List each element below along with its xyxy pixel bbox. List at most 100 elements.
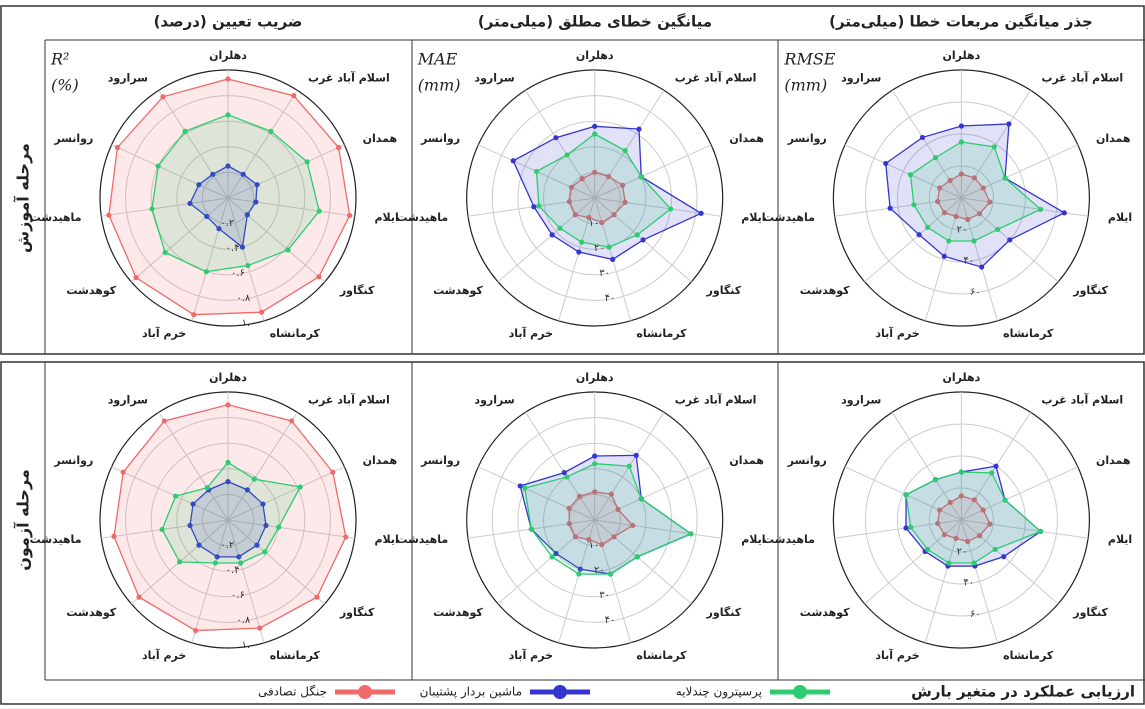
point (225, 163, 231, 169)
spoke (227, 519, 326, 605)
point (576, 493, 583, 499)
category-label: کرمانشاه (1003, 649, 1054, 662)
row-title: مرحله آموزش (13, 143, 33, 253)
point (236, 554, 242, 560)
point (268, 128, 274, 134)
point (919, 134, 926, 141)
point (257, 625, 263, 631)
category-label: دهلران (209, 49, 247, 62)
point (253, 199, 259, 205)
point (586, 537, 592, 543)
point (343, 534, 349, 540)
point (245, 262, 251, 269)
category-label: سرارود (841, 394, 881, 407)
point (1037, 206, 1044, 212)
r-tick-label: ۴۰ (605, 615, 616, 626)
point (638, 174, 644, 180)
category-label: همدان (729, 454, 764, 467)
point (225, 479, 231, 485)
point (564, 152, 570, 158)
category-label: خرم آباد (142, 326, 186, 340)
point (225, 402, 231, 408)
series-area (909, 141, 1042, 242)
category-label: کوهدشت (433, 284, 483, 297)
point (173, 493, 179, 499)
point (924, 224, 931, 230)
category-label: دهلران (943, 371, 981, 384)
point (607, 571, 614, 577)
point (630, 522, 636, 529)
category-label: اسلام آباد غرب (308, 71, 390, 85)
axis-label: RMSE (783, 50, 835, 69)
point (572, 534, 578, 540)
column-title: ضریب تعیین (درصد) (154, 13, 303, 31)
point (592, 131, 598, 137)
spoke (227, 144, 345, 199)
point (1037, 528, 1044, 534)
point (572, 212, 578, 218)
category-label: کوهدشت (66, 284, 116, 297)
point (592, 461, 598, 467)
category-label: کرمانشاه (270, 649, 321, 662)
category-label: اسلام آباد غرب (308, 393, 390, 407)
point (549, 232, 555, 238)
r-tick-label: ۰.۸ (236, 293, 251, 304)
point (989, 470, 995, 476)
category-label: سرارود (108, 72, 148, 85)
point (258, 309, 265, 315)
point (698, 210, 704, 216)
point (991, 144, 997, 150)
r-tick-label: ۴۰ (963, 256, 974, 267)
category-label: همدان (729, 132, 764, 145)
point (887, 205, 893, 211)
point (347, 212, 353, 219)
point (336, 144, 342, 151)
r-tick-label: ۲۰ (957, 224, 968, 235)
category-label: همدان (363, 132, 398, 145)
point (976, 533, 983, 539)
r-tick-label: ۱۰ (589, 218, 600, 229)
category-label: ماهیدشت (30, 533, 82, 546)
category-label: ماهیدشت (30, 211, 82, 224)
point (958, 493, 965, 499)
category-label: کرمانشاه (1003, 327, 1054, 340)
r-tick-label: ۰.۲ (220, 540, 234, 551)
spoke (961, 197, 1089, 217)
point (936, 185, 943, 191)
point (941, 532, 948, 538)
point (579, 239, 585, 245)
point (251, 476, 257, 482)
series-area (535, 133, 672, 248)
point (958, 171, 965, 177)
category-label: ماهیدشت (763, 211, 815, 224)
category-label: کنگاور (339, 284, 375, 297)
category-label: کنگاور (1072, 284, 1108, 297)
point (330, 469, 336, 475)
point (225, 459, 231, 465)
bottom-frame (0, 361, 1145, 705)
spoke (227, 519, 265, 643)
series-area (189, 165, 258, 249)
category-label: ماهیدشت (396, 533, 448, 546)
category-label: اسلام آباد غرب (1041, 393, 1123, 407)
category-label: خرم آباد (509, 648, 553, 662)
point (262, 549, 268, 555)
r-tick-label: ۴۰ (605, 293, 616, 304)
point (599, 541, 605, 548)
point (239, 244, 246, 250)
spoke (227, 197, 265, 321)
category-label: خرم آباد (875, 648, 919, 662)
point (549, 554, 555, 560)
point (240, 171, 246, 177)
point (987, 521, 993, 527)
spoke (594, 144, 712, 199)
point (932, 155, 939, 161)
legend-marker (358, 685, 372, 699)
spoke (227, 90, 298, 199)
point (1001, 554, 1007, 560)
spoke (158, 412, 229, 521)
point (946, 560, 952, 566)
point (314, 594, 320, 600)
top-frame (0, 5, 1145, 355)
category-label: ایلام (1108, 211, 1132, 224)
